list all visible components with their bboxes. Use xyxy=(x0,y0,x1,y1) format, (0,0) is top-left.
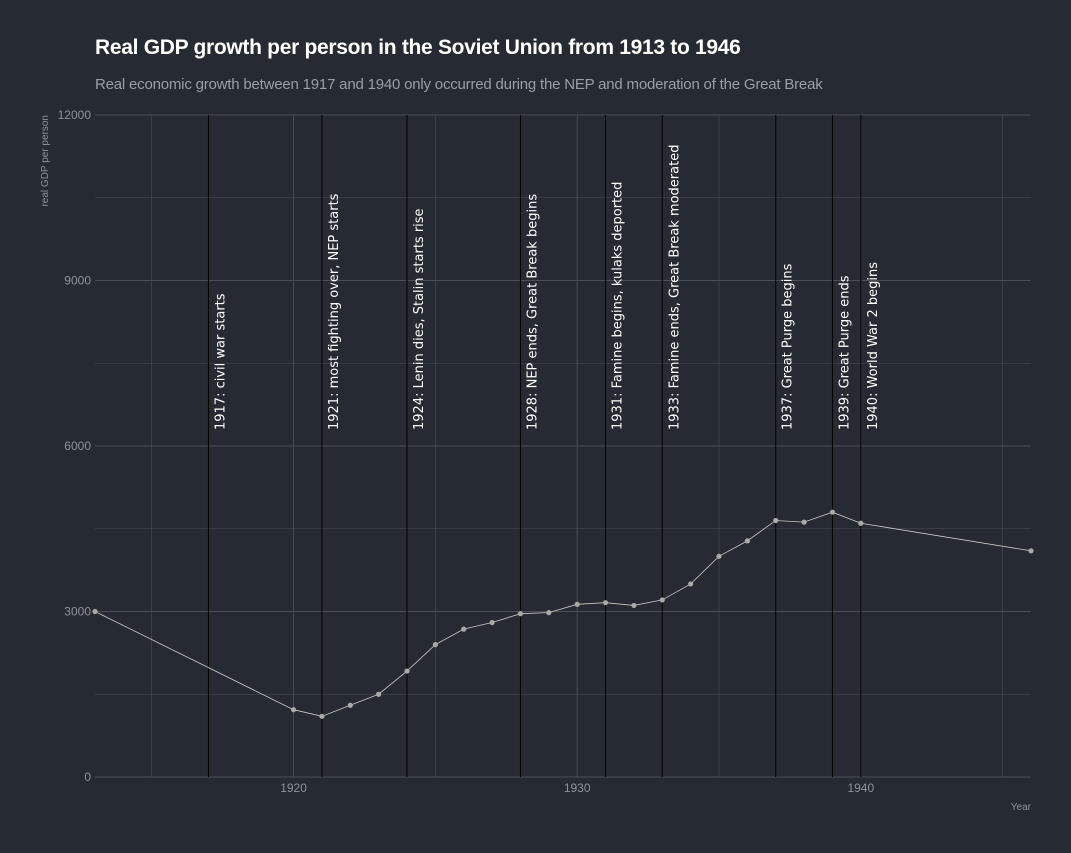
data-point xyxy=(688,581,694,587)
gridlines xyxy=(95,114,1031,778)
y-axis-title: real GDP per person xyxy=(40,115,51,207)
data-point xyxy=(716,553,722,559)
data-point xyxy=(290,707,297,713)
data-point xyxy=(773,517,779,524)
data-point xyxy=(602,600,609,606)
x-tick-label: 1920 xyxy=(280,781,307,795)
x-axis-title: Year xyxy=(1011,802,1032,813)
event-label: 1940: World War 2 begins xyxy=(866,262,881,430)
data-point xyxy=(461,626,467,632)
data-point xyxy=(517,611,524,617)
y-tick-label: 9000 xyxy=(64,274,91,288)
event-markers: 1917: civil war starts 1921: most fightin… xyxy=(207,115,881,777)
data-point xyxy=(858,520,864,526)
data-point xyxy=(574,601,580,607)
chart-title: Real GDP growth per person in the Soviet… xyxy=(95,36,741,59)
data-point xyxy=(319,713,325,719)
data-point xyxy=(489,619,495,626)
chart-subtitle: Real economic growth between 1917 and 19… xyxy=(95,76,823,93)
y-tick-label: 12000 xyxy=(58,108,92,122)
x-tick-label: 1930 xyxy=(564,781,591,795)
data-point xyxy=(432,642,438,648)
y-tick-label: 0 xyxy=(84,770,91,784)
gdp-line xyxy=(94,511,1032,717)
data-point xyxy=(347,702,353,708)
data-point xyxy=(92,608,98,615)
data-point xyxy=(801,519,807,525)
x-tick-label: 1940 xyxy=(847,781,874,795)
data-point xyxy=(659,597,665,603)
data-point xyxy=(376,691,382,697)
data-point xyxy=(404,668,410,674)
data-series xyxy=(92,509,1034,719)
event-label: 1933: Famine ends, Great Break moderated xyxy=(667,145,682,430)
event-label: 1939: Great Purge ends xyxy=(837,275,852,430)
event-label: 1937: Great Purge begins xyxy=(781,263,796,430)
y-tick-label: 6000 xyxy=(64,439,91,453)
data-point xyxy=(631,602,637,609)
event-label: 1917: civil war starts xyxy=(213,293,228,430)
data-point xyxy=(1028,548,1034,554)
data-point xyxy=(546,610,552,616)
event-label: 1921: most fighting over, NEP starts xyxy=(327,193,342,430)
event-label: 1924: Lenin dies, Stalin starts rise xyxy=(412,208,427,430)
event-label: 1931: Famine begins, kulaks deported xyxy=(611,182,626,430)
event-label: 1928: NEP ends, Great Break begins xyxy=(525,194,540,430)
data-point xyxy=(829,509,836,515)
axis-ticks: 0 3000 6000 9000 12000 1920 1930 1940 xyxy=(58,108,875,795)
y-tick-label: 3000 xyxy=(64,605,91,619)
data-point xyxy=(744,538,750,544)
